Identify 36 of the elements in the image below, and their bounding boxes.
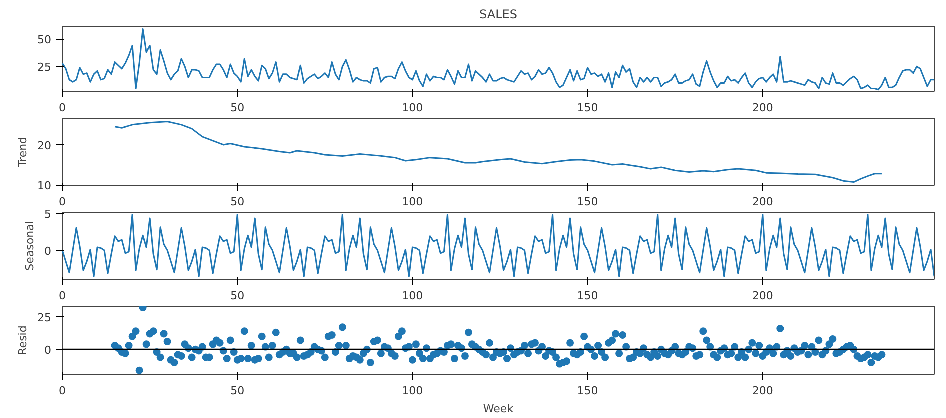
y-tick-label: 20 <box>38 139 52 152</box>
y-tick-label: 0 <box>44 244 52 258</box>
x-tick-label: 100 <box>402 102 424 114</box>
y-tick-label: 25 <box>38 61 52 74</box>
line-series <box>62 214 934 278</box>
y-axis-title: Resid <box>16 326 30 356</box>
x-tick-label: 150 <box>577 196 598 208</box>
x-tick-label: 100 <box>402 290 424 302</box>
x-tick-label: 200 <box>752 196 774 208</box>
x-tick-label: 150 <box>577 384 598 398</box>
x-tick-label: 0 <box>59 290 66 302</box>
x-tick-label: 50 <box>230 290 245 302</box>
x-tick-label: 0 <box>59 384 66 398</box>
y-tick-label: 25 <box>38 311 52 324</box>
x-tick-label: 0 <box>59 196 66 208</box>
x-tick-label: 0 <box>59 102 66 114</box>
y-axis-title: Seasonal <box>24 221 36 271</box>
y-tick-label: 10 <box>38 180 52 193</box>
x-tick-label: 150 <box>577 102 598 114</box>
x-tick-label: 50 <box>230 196 245 208</box>
line-series <box>62 28 934 91</box>
x-tick-label: 50 <box>230 102 245 114</box>
x-tick-label: 200 <box>752 290 774 302</box>
x-tick-label: 50 <box>230 384 245 398</box>
y-tick-label: 0 <box>44 344 52 358</box>
x-tick-label: 200 <box>752 384 774 398</box>
chart-title: SALES <box>480 8 518 22</box>
y-tick-label: 50 <box>38 34 52 47</box>
x-axis-title: Week <box>483 402 514 416</box>
y-tick-label: 5 <box>44 208 52 221</box>
y-axis-title: Trend <box>16 136 30 168</box>
x-tick-label: 150 <box>577 290 598 302</box>
x-tick-label: 200 <box>752 102 774 114</box>
x-tick-label: 100 <box>402 196 424 208</box>
x-tick-label: 100 <box>402 384 424 398</box>
line-series <box>114 120 883 184</box>
